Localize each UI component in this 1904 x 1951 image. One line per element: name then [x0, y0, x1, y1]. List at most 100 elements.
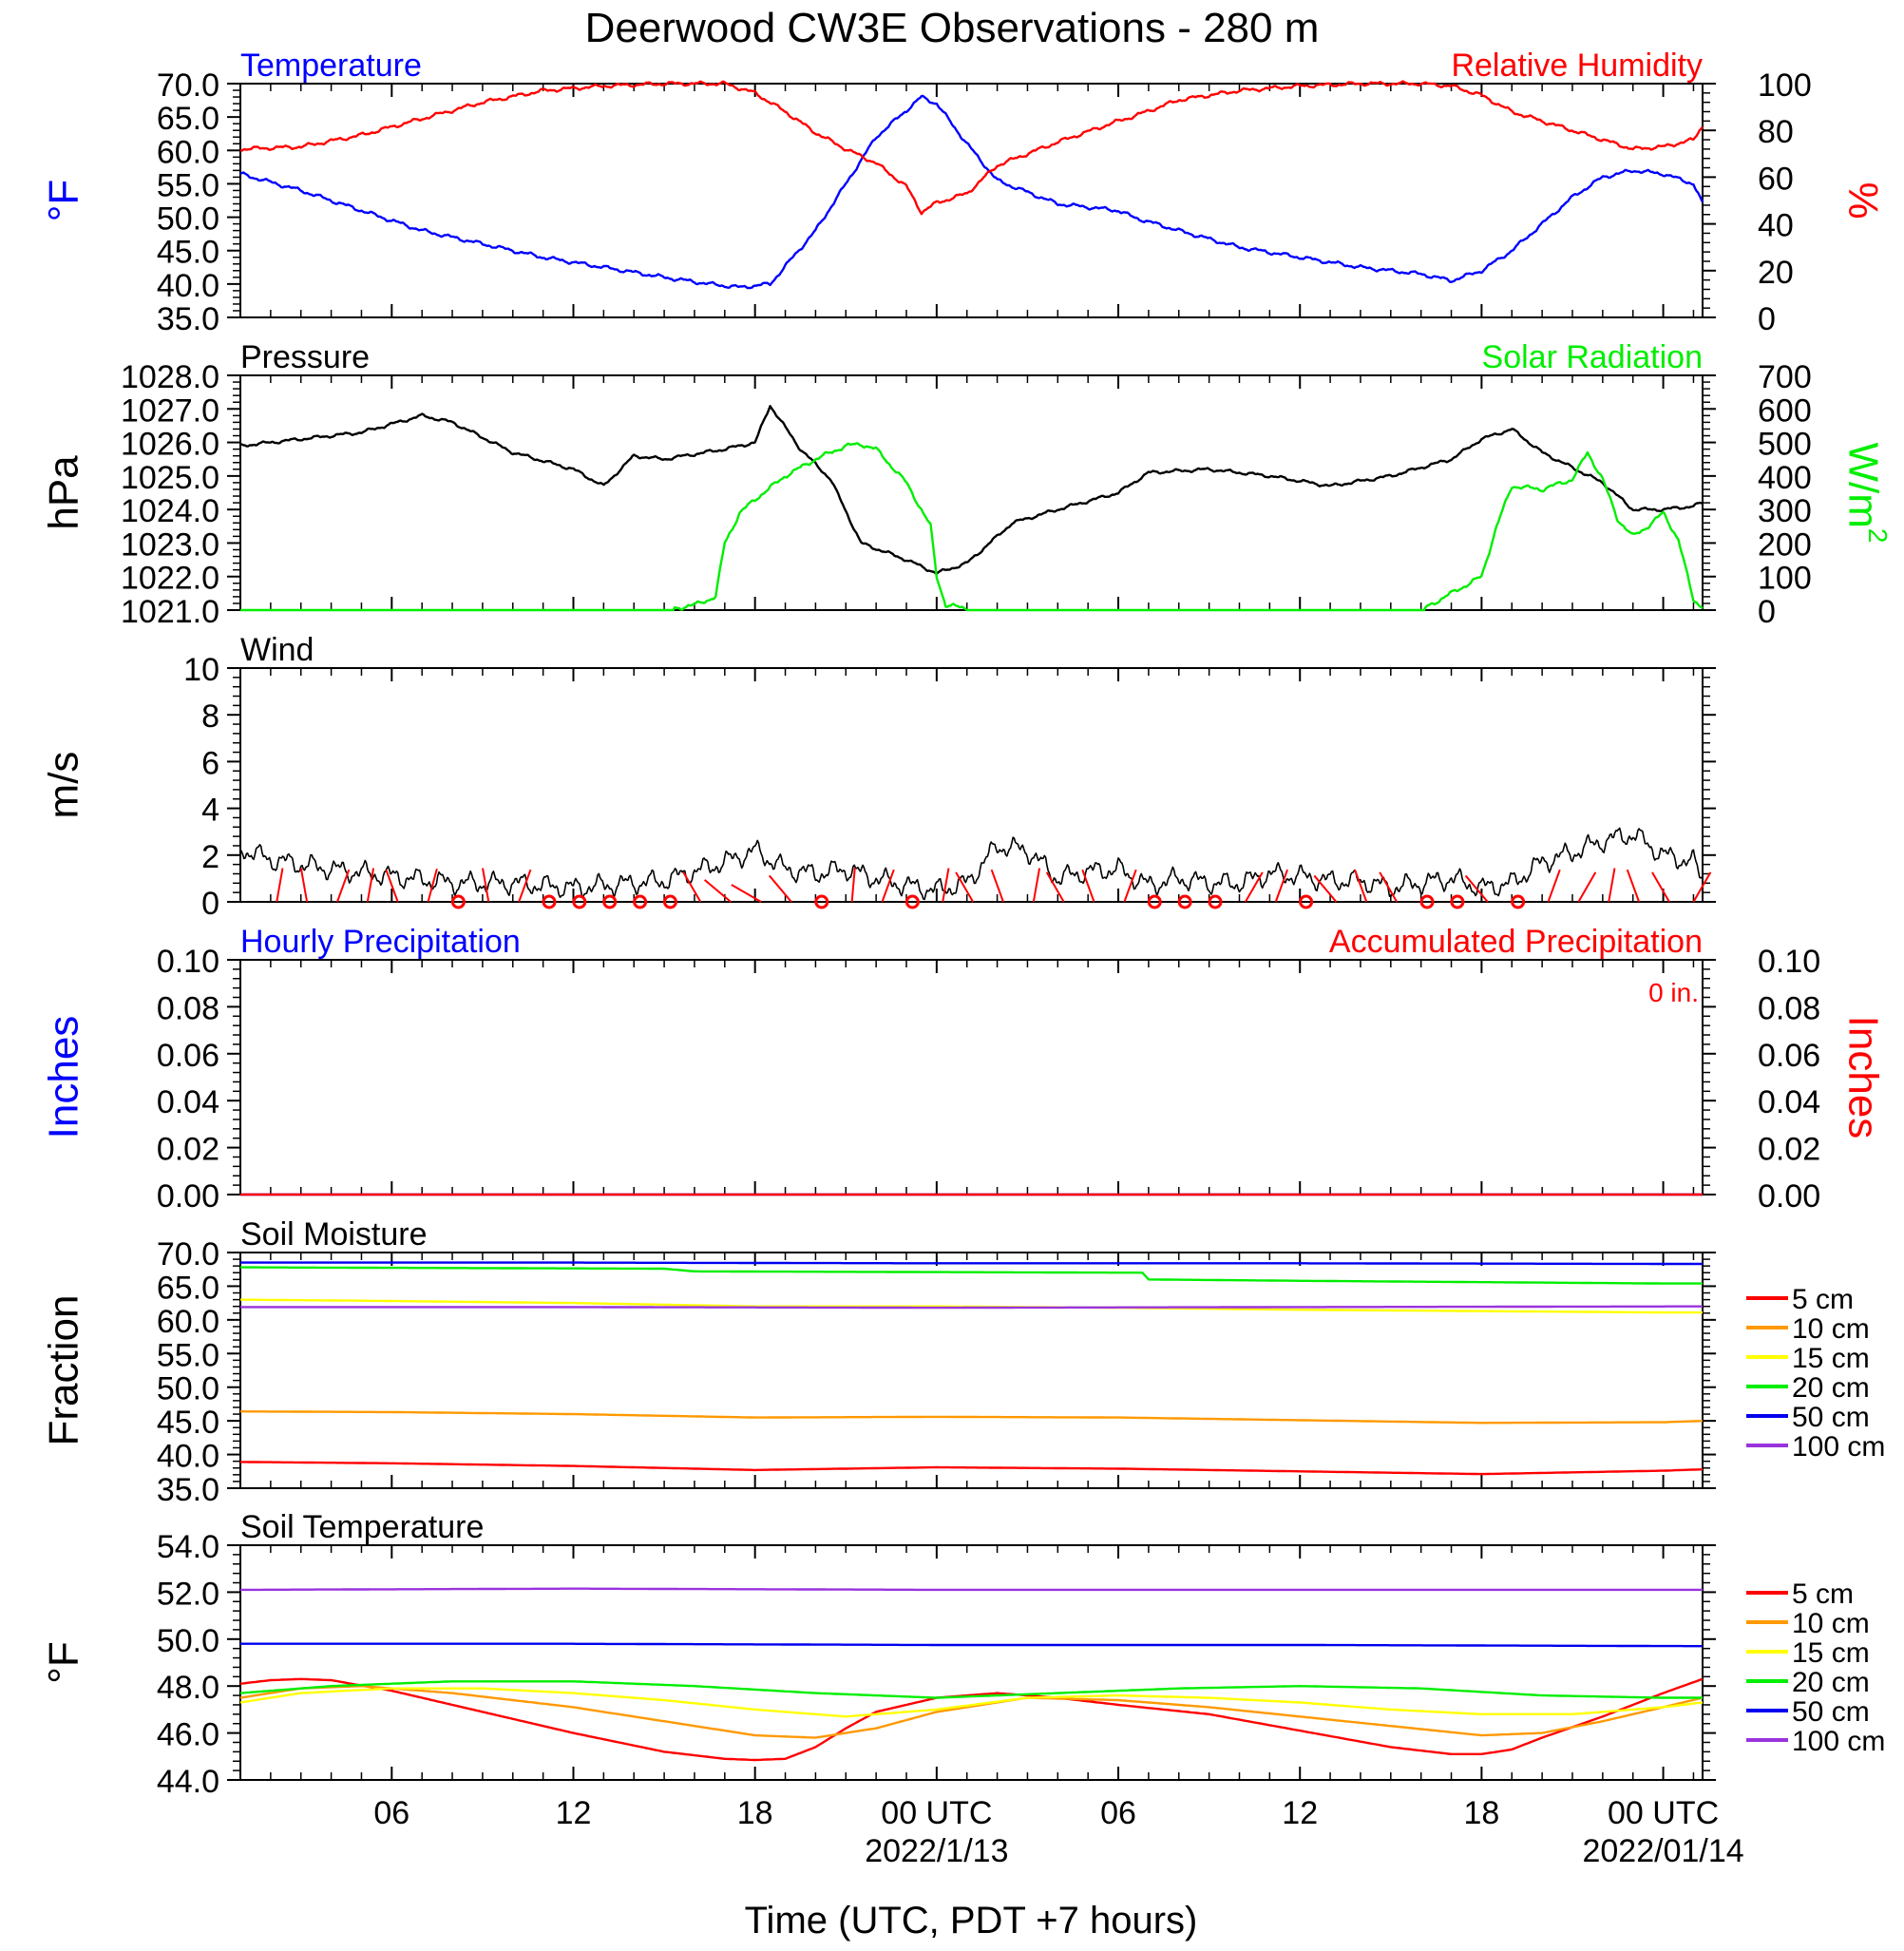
- y-tick-label: 70.0: [157, 67, 219, 104]
- wind-barb: [1692, 871, 1712, 903]
- wind-barb-calm: [1177, 894, 1192, 909]
- x-date-label: 2022/1/13: [865, 1833, 1008, 1869]
- series-line-1: [240, 1410, 1704, 1425]
- wind-barb-calm: [904, 894, 920, 909]
- y-right-tick-label: 20: [1758, 255, 1794, 291]
- wind-barb: [1313, 874, 1338, 903]
- legend-label: 100 cm: [1792, 1726, 1885, 1757]
- y-tick-label: 60.0: [157, 134, 219, 170]
- y-tick-label: 54.0: [157, 1529, 219, 1565]
- series-line-5: [240, 1587, 1703, 1592]
- wind-barb-calm: [1511, 894, 1526, 909]
- y-right-tick-label: 40: [1758, 208, 1794, 244]
- wind-barb-calm: [1208, 894, 1223, 909]
- x-axis-label: Time (UTC, PDT +7 hours): [745, 1900, 1198, 1941]
- y-tick-label: 35.0: [157, 1472, 219, 1508]
- panel-title-right: Accumulated Precipitation: [1329, 924, 1703, 960]
- y-tick-label: 40.0: [157, 1439, 219, 1475]
- y-right-tick-label: 80: [1758, 114, 1794, 150]
- wind-barb-calm: [633, 894, 648, 909]
- panel-1: 1021.01022.01023.01024.01025.01026.01027…: [41, 339, 1893, 630]
- wind-barb: [769, 874, 792, 903]
- y-tick-label: 44.0: [157, 1764, 219, 1800]
- y-tick-label: 46.0: [157, 1717, 219, 1753]
- wind-barb: [1379, 871, 1399, 903]
- legend-label: 10 cm: [1792, 1608, 1870, 1639]
- wind-barb: [731, 884, 762, 903]
- y-tick-label: 1028.0: [121, 359, 219, 395]
- wind-barb: [1547, 869, 1561, 903]
- legend-label: 15 cm: [1792, 1343, 1870, 1374]
- y-right-tick-label: 0.06: [1758, 1038, 1820, 1074]
- series-line-0: [240, 1461, 1704, 1476]
- panel-5: 44.0 46.0 48.0 50.0 52.0 54.0 Soil Temperature…: [41, 1509, 1886, 1800]
- y-tick-label: 50.0: [157, 1623, 219, 1659]
- y-tick-label: 1027.0: [121, 392, 219, 429]
- y-tick-label: 0.04: [157, 1084, 219, 1120]
- series-line-5: [240, 1305, 1703, 1310]
- y-tick-label: 35.0: [157, 301, 219, 337]
- y-tick-label: 0.06: [157, 1038, 219, 1074]
- y-tick-label: 65.0: [157, 1270, 219, 1306]
- y-right-tick-label: 0.00: [1758, 1178, 1820, 1215]
- plot-frame: [239, 1544, 1704, 1781]
- wind-barb-calm: [542, 894, 557, 909]
- y-tick-label: 1026.0: [121, 427, 219, 463]
- series-line-0: [239, 1677, 1704, 1762]
- wind-barb: [276, 868, 284, 903]
- wind-barb: [850, 868, 856, 903]
- x-tick-label: 00 UTC: [881, 1795, 992, 1831]
- wind-barb-calm: [1147, 894, 1162, 909]
- wind-barb: [1577, 871, 1597, 903]
- series-line-2: [239, 1687, 1704, 1718]
- wind-barb: [1045, 871, 1065, 903]
- series-line-0: [239, 827, 1703, 901]
- series-line-1: [239, 80, 1704, 216]
- wind-barb: [1608, 868, 1616, 903]
- y-axis-label-right-sup: 2: [1863, 528, 1893, 544]
- y-axis-label-right: W/m2: [1839, 443, 1892, 544]
- y-right-tick-label: 0.08: [1758, 990, 1820, 1026]
- y-tick-label: 1021.0: [121, 594, 219, 630]
- panel-title-left: Hourly Precipitation: [240, 924, 521, 960]
- x-tick-label: 12: [556, 1795, 592, 1831]
- y-tick-label: 0: [201, 886, 219, 922]
- x-tick-label: 06: [1100, 1795, 1136, 1831]
- y-axis-label-right: Inches: [1839, 1016, 1886, 1139]
- x-tick-label: 12: [1282, 1795, 1318, 1831]
- wind-barb: [1032, 868, 1041, 903]
- wind-barb-calm: [814, 894, 829, 909]
- y-right-tick-label: 0: [1758, 594, 1776, 630]
- wind-barb: [518, 869, 532, 903]
- wind-barb: [427, 868, 438, 903]
- wind-barb: [1651, 871, 1670, 903]
- panel-title-right: Relative Humidity: [1451, 48, 1703, 84]
- y-tick-label: 8: [201, 698, 219, 735]
- panel-3: 0.00 0.02 0.04 0.06 0.08 0.10 0.00 0.02 0.04 0.06…: [41, 924, 1887, 1215]
- wind-barb-calm: [1299, 894, 1314, 909]
- y-right-tick-label: 600: [1758, 392, 1812, 429]
- y-tick-label: 1023.0: [121, 526, 219, 563]
- y-tick-label: 45.0: [157, 1405, 219, 1441]
- panel-title-left: Soil Moisture: [240, 1216, 428, 1253]
- y-tick-label: 52.0: [157, 1576, 219, 1612]
- y-axis-label-left: Fraction: [41, 1295, 87, 1446]
- wind-barb: [955, 871, 974, 903]
- y-tick-label: 0.00: [157, 1178, 219, 1215]
- y-tick-label: 70.0: [157, 1236, 219, 1272]
- wind-barb: [366, 868, 375, 903]
- y-axis-label-left: °F: [41, 1641, 87, 1683]
- y-tick-label: 55.0: [157, 167, 219, 203]
- legend-label: 50 cm: [1792, 1696, 1870, 1728]
- y-tick-label: 1025.0: [121, 460, 219, 496]
- wind-barb: [1464, 874, 1489, 903]
- series-line-3: [240, 1266, 1703, 1285]
- series-line-3: [239, 1680, 1703, 1699]
- y-right-tick-label: 0: [1758, 301, 1776, 337]
- y-tick-label: 6: [201, 745, 219, 781]
- wind-barb: [336, 869, 351, 903]
- y-right-tick-label: 0.02: [1758, 1132, 1820, 1168]
